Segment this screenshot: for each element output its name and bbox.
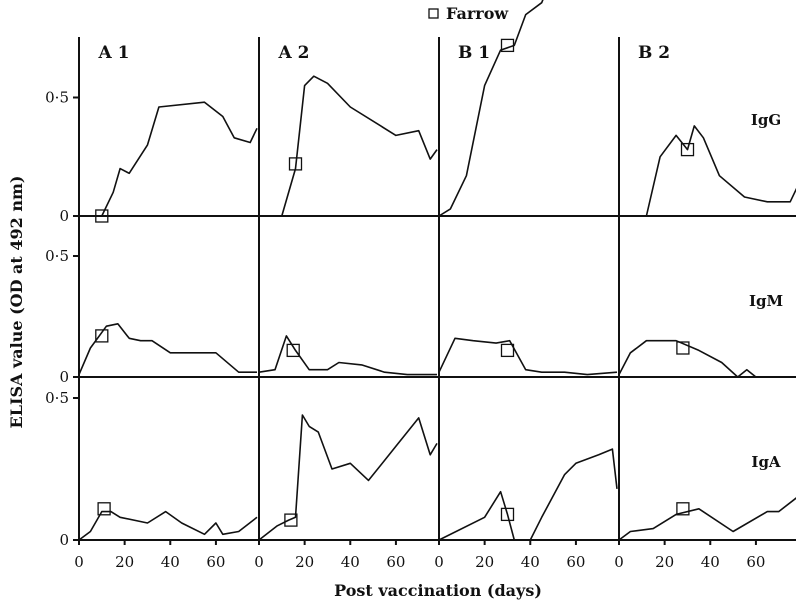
series-iga-a1 bbox=[78, 510, 258, 541]
series-igg-b2 bbox=[645, 125, 796, 217]
series-igg-a2 bbox=[281, 75, 438, 217]
farrow-marker-iga-b1 bbox=[500, 507, 515, 522]
y-tick-label: 0 bbox=[59, 531, 69, 549]
panel-label-b2: B 2 bbox=[638, 43, 670, 63]
row-label-igm: IgM bbox=[749, 292, 783, 310]
series-igm-a2 bbox=[258, 335, 437, 376]
farrow-marker-igm-a1 bbox=[95, 329, 109, 343]
farrow-marker-igm-b2 bbox=[676, 341, 690, 355]
y-tick-label: 0·5 bbox=[45, 89, 69, 107]
y-tick-label: 0·5 bbox=[45, 247, 69, 265]
x-tick-label: 60 bbox=[386, 553, 405, 571]
y-axis-label: ELISA value (OD at 492 nm) bbox=[7, 176, 26, 429]
y-tick-label: 0 bbox=[59, 207, 69, 225]
x-tick-label: 0 bbox=[434, 553, 444, 571]
x-tick-label: 0 bbox=[254, 553, 264, 571]
legend: Farrow bbox=[428, 4, 509, 23]
x-tick-label: 40 bbox=[521, 553, 540, 571]
farrow-marker-igm-b1 bbox=[500, 343, 515, 358]
panel-label-a2: A 2 bbox=[278, 43, 310, 63]
x-tick-label: 0 bbox=[74, 553, 84, 571]
x-axis-label: Post vaccination (days) bbox=[334, 581, 542, 600]
x-tick-label: 20 bbox=[295, 553, 314, 571]
row-label-iga: IgA bbox=[751, 453, 781, 471]
plot-marks bbox=[78, 0, 796, 541]
plot-frame bbox=[73, 37, 796, 545]
legend-farrow-label: Farrow bbox=[446, 4, 509, 23]
farrow-marker-iga-a1 bbox=[97, 502, 111, 516]
x-tick-label: 60 bbox=[746, 553, 765, 571]
farrow-marker-iga-b2 bbox=[676, 502, 690, 516]
x-tick-label: 20 bbox=[115, 553, 134, 571]
row-label-igg: IgG bbox=[751, 111, 781, 129]
plot-labels: 00·51·01·50·500·500204060020406002040600… bbox=[45, 43, 783, 571]
x-tick-label: 0 bbox=[614, 553, 624, 571]
x-tick-label: 20 bbox=[655, 553, 674, 571]
series-iga-b1 bbox=[438, 448, 618, 541]
series-igg-a1 bbox=[97, 101, 258, 217]
series-igm-a1 bbox=[78, 323, 257, 375]
x-tick-label: 20 bbox=[475, 553, 494, 571]
y-tick-label: 0·5 bbox=[45, 389, 69, 407]
farrow-marker-igg-b2 bbox=[680, 142, 695, 157]
series-igm-b2 bbox=[618, 339, 796, 378]
y-tick-label: 0 bbox=[59, 368, 69, 386]
legend-farrow-marker bbox=[428, 8, 439, 19]
panel-label-b1: B 1 bbox=[458, 43, 490, 63]
x-tick-label: 60 bbox=[566, 553, 585, 571]
x-tick-label: 40 bbox=[701, 553, 720, 571]
farrow-marker-igg-b1 bbox=[500, 38, 515, 53]
panel-label-a1: A 1 bbox=[98, 43, 130, 63]
series-iga-a2 bbox=[258, 414, 438, 541]
series-igm-b1 bbox=[438, 337, 618, 376]
farrow-marker-igg-a1 bbox=[95, 209, 109, 223]
x-tick-label: 40 bbox=[161, 553, 180, 571]
x-tick-label: 60 bbox=[206, 553, 225, 571]
series-igg-b1 bbox=[438, 0, 544, 217]
farrow-marker-iga-a2 bbox=[284, 513, 298, 527]
farrow-marker-igm-a2 bbox=[286, 343, 300, 358]
x-tick-label: 40 bbox=[341, 553, 360, 571]
series-iga-b2 bbox=[618, 497, 796, 541]
farrow-marker-igg-a2 bbox=[288, 157, 303, 171]
